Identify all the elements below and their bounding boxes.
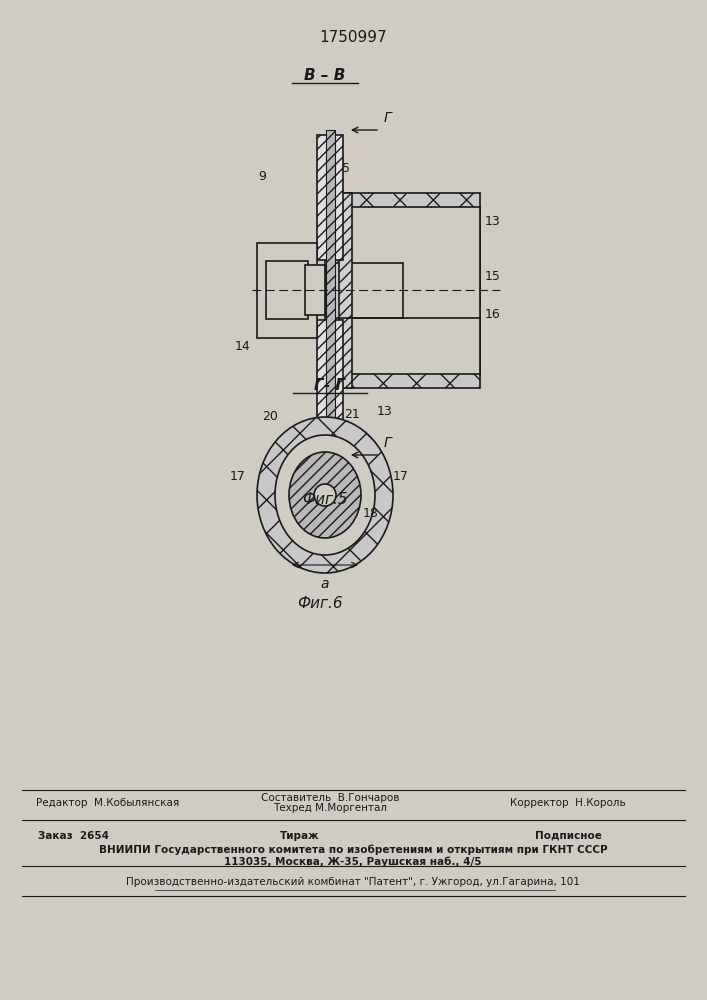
Text: Заказ  2654: Заказ 2654	[38, 831, 109, 841]
Text: 13: 13	[485, 215, 501, 228]
Text: 113035, Москва, Ж-35, Раушская наб., 4/5: 113035, Москва, Ж-35, Раушская наб., 4/5	[224, 857, 481, 867]
Text: 1750997: 1750997	[319, 29, 387, 44]
Text: 16: 16	[485, 308, 501, 321]
Bar	[257, 242, 317, 338]
Ellipse shape	[275, 435, 375, 555]
Text: 21: 21	[344, 408, 360, 421]
Text: ВНИИПИ Государственного комитета по изобретениям и открытиям при ГКНТ СССР: ВНИИПИ Государственного комитета по изоб…	[99, 845, 607, 855]
Text: Фиг.6: Фиг.6	[297, 595, 343, 610]
Text: В – В: В – В	[304, 68, 346, 83]
Text: Редактор  М.Кобылянская: Редактор М.Кобылянская	[36, 798, 180, 808]
Bar	[317, 135, 343, 260]
Text: Г- Г: Г- Г	[315, 377, 346, 392]
Text: Тираж: Тираж	[280, 831, 320, 841]
Bar	[325, 192, 480, 387]
Circle shape	[314, 484, 336, 506]
Text: Фиг.5: Фиг.5	[302, 492, 348, 508]
Text: 17: 17	[230, 470, 246, 483]
Text: 18: 18	[363, 507, 379, 520]
Bar	[335, 262, 403, 318]
Text: Подписное: Подписное	[534, 831, 602, 841]
Text: 13: 13	[377, 405, 393, 418]
Text: 14: 14	[235, 340, 251, 353]
Bar	[339, 192, 352, 387]
Bar	[305, 265, 325, 315]
Bar	[317, 320, 343, 445]
Text: Производственно-издательский комбинат "Патент", г. Ужгород, ул.Гагарина, 101: Производственно-издательский комбинат "П…	[126, 877, 580, 887]
Ellipse shape	[289, 452, 361, 538]
Text: a: a	[321, 577, 329, 591]
Text: 20: 20	[262, 410, 278, 423]
Bar	[339, 207, 480, 373]
Bar	[266, 261, 308, 319]
Text: Г: Г	[384, 111, 392, 125]
Text: 9: 9	[258, 170, 266, 183]
Text: Составитель  В.Гончаров: Составитель В.Гончаров	[261, 793, 399, 803]
Text: 5: 5	[342, 162, 350, 175]
Bar	[325, 130, 334, 450]
Text: Г: Г	[384, 436, 392, 450]
Text: Корректор  Н.Король: Корректор Н.Король	[510, 798, 626, 808]
Text: 17: 17	[393, 470, 409, 483]
Ellipse shape	[257, 417, 393, 573]
Text: 15: 15	[485, 270, 501, 283]
Text: Техред М.Моргентал: Техред М.Моргентал	[273, 803, 387, 813]
